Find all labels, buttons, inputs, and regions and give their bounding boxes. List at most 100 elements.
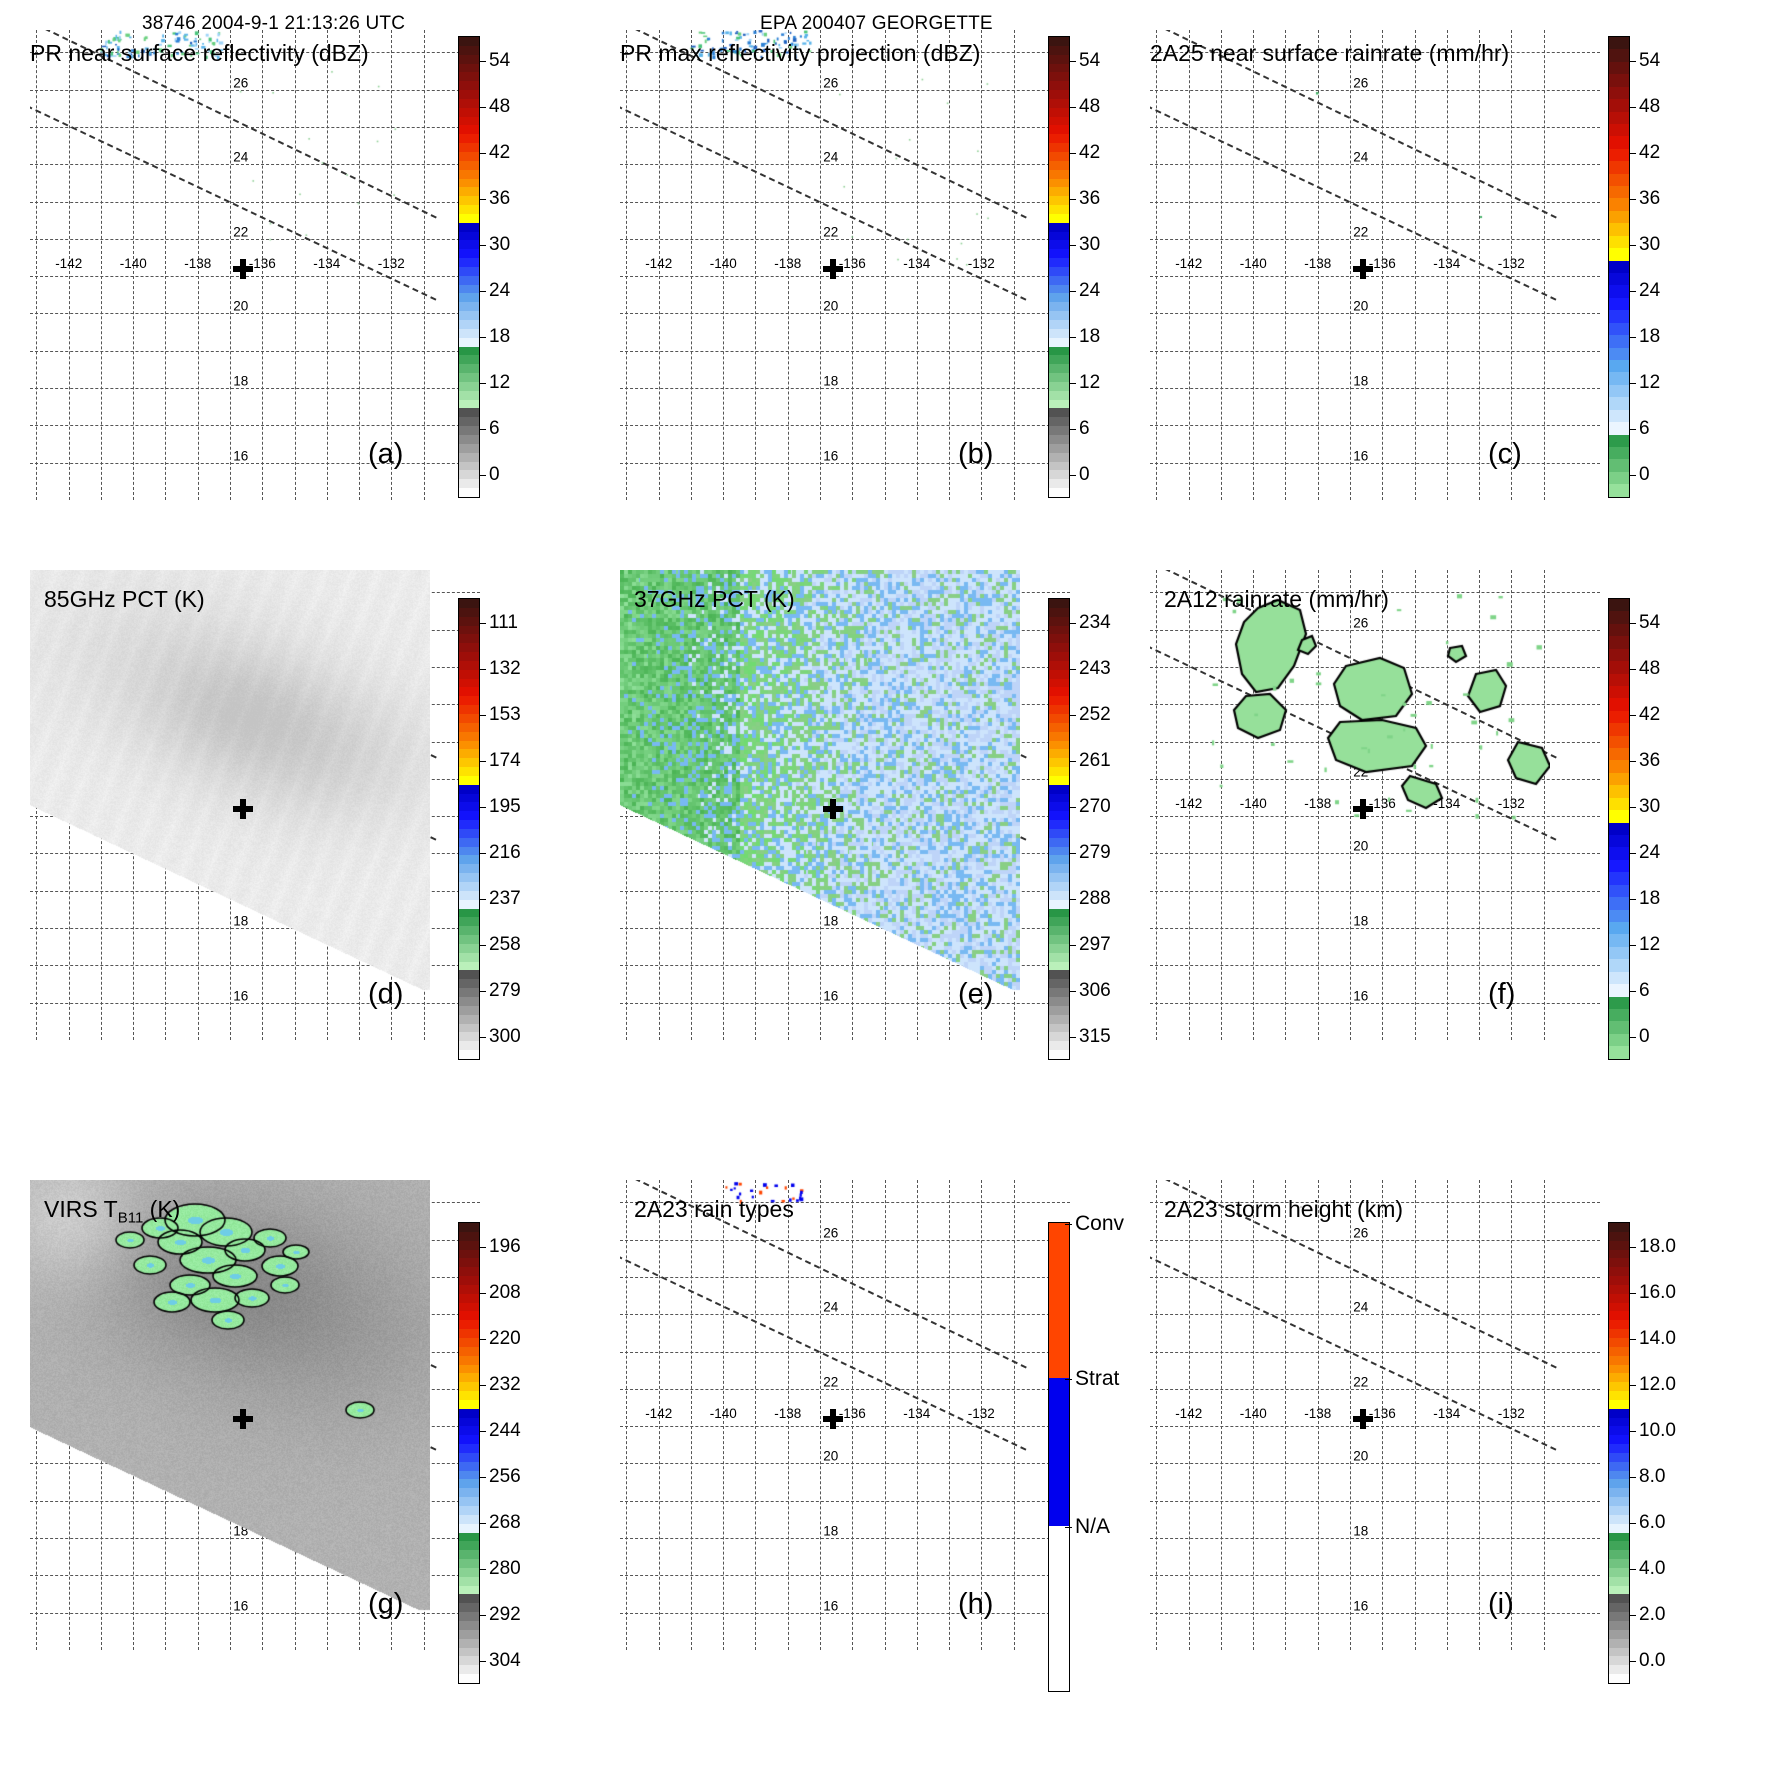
colorbar-tick-label: 54: [1629, 50, 1660, 72]
colorbar-segment: [459, 116, 479, 126]
colorbar-segment: [1609, 921, 1629, 935]
storm-center-marker: [822, 1408, 843, 1429]
colorbar-segment: [1609, 210, 1629, 224]
tick-text: 279: [489, 980, 521, 1002]
colorbar-segment: [459, 231, 479, 241]
data-swath-2: [1150, 30, 1550, 500]
colorbar-segment: [1049, 846, 1069, 856]
colorbar-segment: [459, 1258, 479, 1268]
data-swath-1: [620, 30, 1020, 500]
colorbar-tick-label: 24: [479, 280, 510, 302]
colorbar-segment: [459, 45, 479, 55]
colorbar-segment: [1609, 1647, 1629, 1657]
colorbar-gradient: [458, 598, 480, 1060]
tick-text: 54: [1079, 50, 1101, 72]
colorbar-segment: [459, 196, 479, 206]
colorbar-tick-label: 30: [479, 234, 510, 256]
colorbar-segment: [1609, 1559, 1629, 1568]
colorbar-tick-label: 16.0: [1629, 1282, 1676, 1304]
colorbar-segment: [1049, 705, 1069, 714]
colorbar-segment: [459, 979, 479, 989]
map-canvas-6: -142-140-138-136-134-132262422201816: [30, 1180, 480, 1650]
orbit-header-text: 38746 2004-9-1 21:13:26 UTC: [142, 13, 406, 34]
tick-dash: [1629, 852, 1636, 854]
tick-text: 216: [489, 842, 521, 864]
colorbar-segment: [1049, 187, 1069, 197]
colorbar-segment: [1609, 1665, 1629, 1675]
colorbar-segment: [1049, 461, 1069, 471]
colorbar-segment: [1609, 611, 1629, 624]
panel-letter: (c): [1488, 438, 1522, 470]
colorbar-gradient: [1048, 36, 1070, 498]
colorbar-segment: [459, 740, 479, 750]
colorbar-segment: [1609, 735, 1629, 749]
colorbar-segment: [459, 1514, 479, 1524]
storm-center-marker: [822, 258, 843, 279]
tick-dash: [1065, 1379, 1072, 1381]
colorbar-segment: [459, 961, 479, 971]
colorbar-segment: [459, 284, 479, 294]
tick-text: 4.0: [1639, 1558, 1666, 1580]
colorbar-tick-label: 42: [1069, 142, 1100, 164]
tick-dash: [1629, 1614, 1636, 1616]
tick-dash: [1629, 428, 1636, 430]
colorbar-segment: [1609, 810, 1629, 823]
colorbar-segment: [1609, 260, 1629, 274]
colorbar-segment: [1049, 1014, 1069, 1024]
colorbar-segment: [1609, 946, 1629, 960]
colorbar-segment: [459, 1408, 479, 1418]
colorbar-segment: [459, 758, 479, 768]
colorbar-segment: [1609, 1008, 1629, 1022]
colorbar-tick-label: 292: [479, 1604, 521, 1626]
colorbar-segment: [1049, 616, 1069, 626]
tick-dash: [479, 760, 486, 762]
colorbar-segment: [459, 311, 479, 320]
colorbar-segment: [459, 696, 479, 706]
colorbar-segment: [1049, 1050, 1069, 1059]
colorbar-segment: [1049, 222, 1069, 232]
colorbar-tick-label: 4.0: [1629, 1558, 1665, 1580]
colorbar-segment: [1609, 49, 1629, 62]
tick-dash: [1629, 944, 1636, 946]
tick-dash: [479, 1338, 486, 1340]
tick-text: N/A: [1075, 1515, 1111, 1538]
colorbar-tick-label: 132: [479, 658, 521, 680]
panel-i: -142-140-138-136-134-1322624222018162A23…: [1150, 1180, 1676, 1684]
colorbar-tick-label: 42: [1629, 704, 1660, 726]
colorbar-segment: [459, 434, 479, 444]
colorbar-segment: [1609, 872, 1629, 885]
colorbar-tick-label: 174: [479, 750, 521, 772]
tick-text: 30: [1079, 234, 1101, 256]
colorbar-ticks: 54 48 42 36 30 24 18 12 6 0: [479, 36, 547, 496]
colorbar-segment: [1049, 793, 1069, 803]
colorbar-segment: [1049, 426, 1069, 435]
colorbar-segment: [1049, 54, 1069, 64]
colorbar-tick-label: 30: [1629, 234, 1660, 256]
map-canvas-4: -142-140-138-136-134-132262422201816: [620, 570, 1070, 1040]
colorbar-gradient: [1048, 1222, 1070, 1692]
colorbar-segment: [459, 1391, 479, 1400]
colorbar-tick-label: 208: [479, 1282, 521, 1304]
colorbar-tick-label: 279: [479, 980, 521, 1002]
colorbar-segment: [1049, 837, 1069, 847]
colorbar-segment: [1049, 81, 1069, 91]
colorbar-segment: [1609, 996, 1629, 1009]
colorbar-segment: [459, 1276, 479, 1285]
tick-text: 252: [1079, 704, 1111, 726]
colorbar-segment: [459, 775, 479, 785]
panel-letter: (f): [1488, 978, 1516, 1010]
tick-dash: [1069, 198, 1076, 200]
tick-text: 42: [1639, 704, 1661, 726]
colorbar-segment: [1049, 820, 1069, 829]
colorbar-segment: [1049, 151, 1069, 161]
tick-text: 288: [1079, 888, 1111, 910]
colorbar-segment: [1609, 1267, 1629, 1277]
colorbar-tick-label: Strat: [1065, 1367, 1119, 1391]
tick-text: 18: [1639, 888, 1661, 910]
tick-text: 12: [1079, 372, 1101, 394]
colorbar-segment: [1609, 1656, 1629, 1666]
tick-dash: [1629, 382, 1636, 384]
tick-dash: [1629, 336, 1636, 338]
colorbar-tick-label: 216: [479, 842, 521, 864]
